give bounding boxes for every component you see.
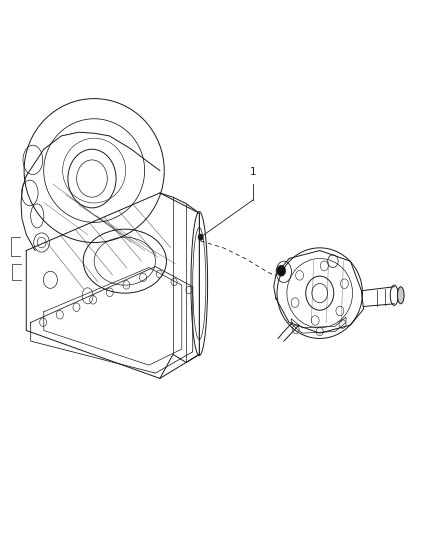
Circle shape [277, 265, 286, 276]
Text: 1: 1 [250, 167, 257, 177]
Circle shape [198, 234, 203, 240]
Ellipse shape [398, 287, 404, 304]
